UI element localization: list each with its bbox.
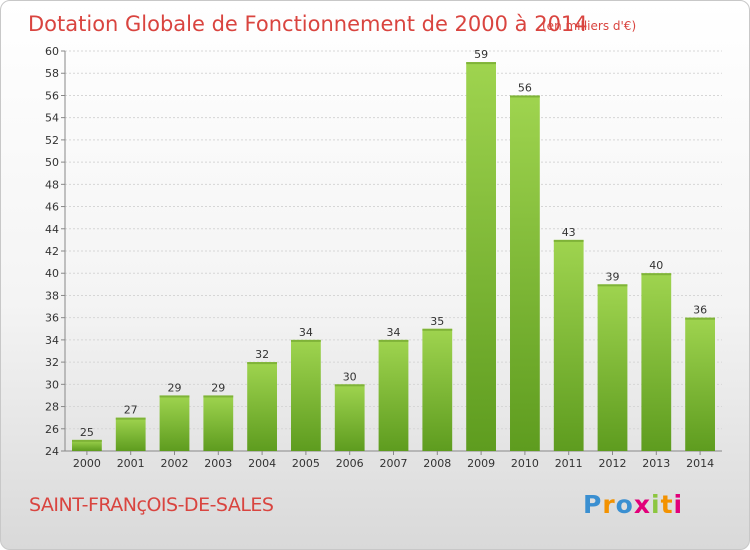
- data-label: 40: [649, 259, 663, 272]
- bar-2004: [247, 362, 277, 451]
- data-label: 32: [255, 348, 269, 361]
- y-tick-label: 44: [45, 223, 59, 236]
- y-axis-ticks: 24 26 28 30 32 34 36 38 40 42 44 46 48 50 52 54 56 58 60: [45, 45, 65, 458]
- y-tick-label: 42: [45, 245, 59, 258]
- data-label: 34: [387, 326, 401, 339]
- bar-2012: [597, 284, 628, 451]
- x-tick-label: 2011: [555, 457, 583, 470]
- bar-top-edge: [115, 417, 146, 420]
- y-tick-label: 50: [45, 156, 59, 169]
- data-label: 34: [299, 326, 313, 339]
- chart-title: Dotation Globale de Fonctionnement de 20…: [28, 12, 588, 36]
- x-tick-label: 2002: [161, 457, 189, 470]
- bar-top-edge: [597, 284, 628, 287]
- y-tick-label: 58: [45, 67, 59, 80]
- x-tick-label: 2014: [686, 457, 714, 470]
- bar-2007: [378, 339, 409, 451]
- x-tick-label: 2007: [380, 457, 408, 470]
- logo-letter: t: [660, 490, 674, 519]
- bar-top-edge: [685, 317, 715, 320]
- x-tick-label: 2009: [467, 457, 495, 470]
- bar-2000: [72, 439, 102, 451]
- x-tick-label: 2012: [599, 457, 627, 470]
- bar-top-edge: [72, 439, 102, 442]
- data-label: 43: [562, 226, 576, 239]
- bar-2006: [334, 384, 365, 451]
- bar-top-edge: [291, 339, 321, 342]
- data-label: 29: [211, 381, 225, 394]
- bar-top-edge: [159, 395, 190, 398]
- bar-2013: [641, 273, 672, 451]
- bar-2009: [466, 62, 496, 451]
- bar-2003: [203, 395, 234, 451]
- data-label: 59: [474, 48, 488, 61]
- data-label: 36: [693, 304, 707, 317]
- y-tick-label: 46: [45, 201, 59, 214]
- data-label: 35: [430, 315, 444, 328]
- x-tick-label: 2006: [336, 457, 364, 470]
- y-tick-label: 30: [45, 378, 59, 391]
- bar-top-edge: [203, 395, 234, 398]
- y-tick-label: 40: [45, 267, 59, 280]
- chart-subtitle: (en milliers d'€): [542, 19, 636, 33]
- x-tick-label: 2013: [642, 457, 670, 470]
- y-tick-label: 32: [45, 356, 59, 369]
- bar-top-edge: [422, 328, 453, 331]
- x-tick-label: 2003: [204, 457, 232, 470]
- bars: 25 27 29 29 32 34 30 34 35 59 56 43 39 40 36: [72, 48, 715, 451]
- bar-top-edge: [553, 239, 584, 242]
- x-tick-label: 2010: [511, 457, 539, 470]
- data-label: 56: [518, 81, 532, 94]
- bar-top-edge: [510, 95, 540, 98]
- bar-2005: [291, 339, 321, 451]
- bar-top-edge: [334, 384, 365, 387]
- x-tick-label: 2008: [423, 457, 451, 470]
- logo-letter: i: [651, 490, 661, 519]
- bar-2002: [159, 395, 190, 451]
- y-tick-label: 36: [45, 312, 59, 325]
- y-tick-label: 48: [45, 178, 59, 191]
- y-tick-label: 28: [45, 401, 59, 414]
- y-tick-label: 56: [45, 89, 59, 102]
- data-label: 29: [168, 381, 182, 394]
- y-tick-label: 24: [45, 445, 59, 458]
- bar-2008: [422, 328, 453, 451]
- bar-top-edge: [466, 62, 496, 65]
- data-label: 39: [606, 270, 620, 283]
- proxiti-logo[interactable]: Proxiti: [583, 490, 683, 519]
- bar-2001: [115, 417, 146, 451]
- data-label: 25: [80, 426, 94, 439]
- bar-top-edge: [247, 362, 277, 365]
- x-tick-label: 2000: [73, 457, 101, 470]
- logo-letter: o: [615, 490, 634, 519]
- y-tick-label: 34: [45, 334, 59, 347]
- bar-2010: [510, 95, 540, 451]
- x-tick-label: 2001: [117, 457, 145, 470]
- data-label: 30: [343, 370, 357, 383]
- logo-letter: x: [633, 490, 651, 519]
- logo-letter: i: [673, 490, 684, 519]
- y-tick-label: 60: [45, 45, 59, 58]
- bar-top-edge: [641, 273, 672, 276]
- data-label: 27: [124, 404, 138, 417]
- y-tick-label: 52: [45, 134, 59, 147]
- y-tick-label: 26: [45, 423, 59, 436]
- x-tick-label: 2005: [292, 457, 320, 470]
- logo-letter: P: [583, 490, 603, 519]
- bar-top-edge: [378, 339, 409, 342]
- commune-name: SAINT-FRANçOIS-DE-SALES: [29, 494, 274, 516]
- logo-letter: r: [602, 490, 616, 519]
- bar-2014: [685, 317, 715, 451]
- x-tick-label: 2004: [248, 457, 276, 470]
- y-tick-label: 38: [45, 289, 59, 302]
- y-tick-label: 54: [45, 112, 59, 125]
- bar-2011: [553, 239, 584, 451]
- x-axis-ticks: 2000 2001 2002 2003 2004 2005 2006 2007 2008 2009…: [73, 451, 714, 470]
- grid: [65, 50, 722, 452]
